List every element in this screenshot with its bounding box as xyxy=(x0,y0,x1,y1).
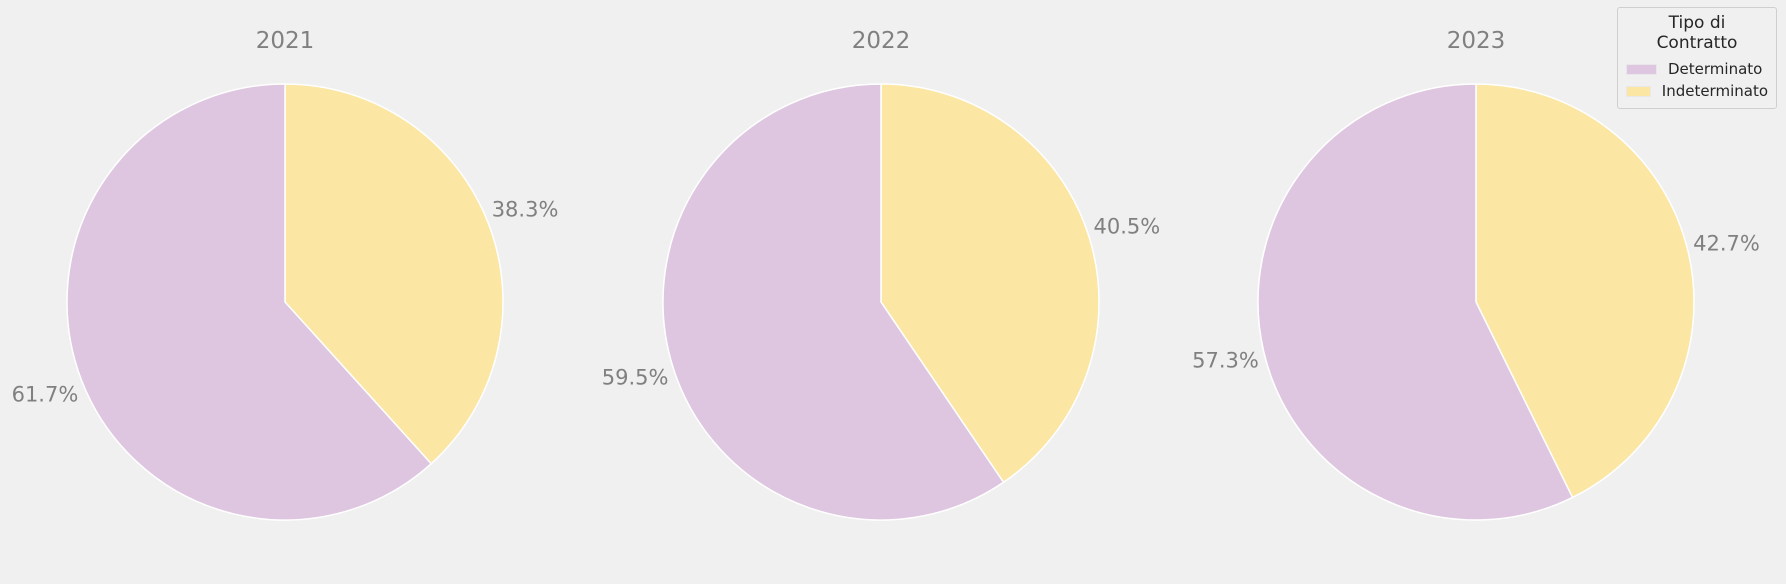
legend-swatch-indeterminato xyxy=(1626,85,1651,97)
legend-label-indeterminato: Indeterminato xyxy=(1661,82,1768,100)
pie-slice-indeterminato xyxy=(284,83,504,465)
pie-value-label: 38.3% xyxy=(492,198,559,222)
pie-title: 2021 xyxy=(256,28,315,54)
pie-value-label: 42.7% xyxy=(1693,232,1760,256)
pie-title: 2023 xyxy=(1447,28,1506,54)
pie-chart-2021: 2021 38.3% 61.7% xyxy=(12,28,559,521)
legend-item-determinato: Determinato xyxy=(1626,58,1768,80)
pie-value-label: 40.5% xyxy=(1094,214,1161,238)
legend-label-determinato: Determinato xyxy=(1668,60,1763,78)
pie-chart-2022: 2022 40.5% 59.5% xyxy=(602,28,1161,521)
pie-value-label: 57.3% xyxy=(1192,348,1259,372)
pie-slice-indeterminato xyxy=(880,83,1100,484)
pie-chart-2023: 2023 42.7% 57.3% xyxy=(1192,28,1760,521)
pie-slice-determinato xyxy=(662,83,1005,521)
pie-slice-determinato xyxy=(1257,83,1574,521)
legend: Tipo di Contratto Determinato Indetermin… xyxy=(1617,7,1777,109)
pie-title: 2022 xyxy=(852,28,911,54)
pie-value-label: 61.7% xyxy=(12,382,79,406)
legend-title: Tipo di Contratto xyxy=(1656,13,1738,53)
legend-item-indeterminato: Indeterminato xyxy=(1626,80,1768,102)
pie-slice-determinato xyxy=(66,83,433,521)
legend-swatch-determinato xyxy=(1626,63,1657,75)
pie-value-label: 59.5% xyxy=(602,366,669,390)
pie-slice-indeterminato xyxy=(1475,83,1695,499)
